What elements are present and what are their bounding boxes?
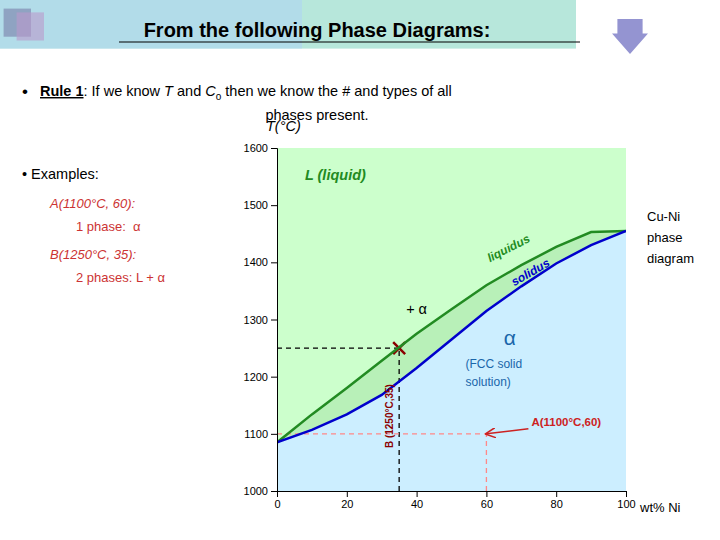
series-label: liquidus [485,231,533,265]
x-tick-mark [417,491,418,497]
y-axis-title: T(°C) [266,118,301,134]
annotation: A(1100°C, 60): [49,196,136,211]
x-tick: 0 [274,491,280,510]
point-label: B (1250°C,35) [384,384,395,448]
x-tick: 80 [551,491,563,510]
annotation: + α [406,301,427,317]
x-tick-label: 60 [481,498,493,510]
y-tick: 1300 [244,314,277,326]
y-tick-mark [271,205,277,206]
annotation: and [173,83,205,99]
title: From the following Phase Diagrams: [144,19,491,41]
y-tick-label: 1200 [244,371,268,383]
y-tick: 1100 [244,428,277,440]
x-tick-label: 80 [551,498,563,510]
annotation: B(1250°C, 35): [50,247,137,262]
annotation-line: Cu-Ni [647,209,680,224]
deco-arrow [612,19,648,54]
rule-text: Rule 1: If we know T and Co then we know… [40,83,452,102]
solid-region [277,231,626,491]
guide-line [486,434,487,491]
annotation-line: diagram [647,251,694,266]
y-tick-label: 1400 [244,256,268,268]
y-tick-label: 1000 [244,485,268,497]
y-tick-mark [271,262,277,263]
y-tick-label: 1500 [244,199,268,211]
y-tick-label: 1100 [244,428,268,440]
y-tick: 1600 [244,142,277,154]
guide-line [277,347,399,348]
x-axis-line [278,492,627,498]
x-tick-mark [347,491,348,497]
series-label: solidus [509,256,553,289]
y-axis-line [271,149,278,492]
x-tick-mark [556,491,557,497]
y-tick-mark [271,320,277,321]
annotation: 1 phase: α [76,219,141,234]
point-label: A(1100°C,60) [531,416,601,428]
annotation: 2 phases: L + α [76,270,166,285]
guide-line [398,348,399,491]
plot: B (1250°C,35) A(1100°C,60) liquidussolidus… [244,142,636,510]
x-tick-label: 20 [341,498,353,510]
x-tick: 100 [617,491,635,510]
x-tick: 40 [411,491,423,510]
y-tick-mark [271,148,277,149]
guide-line [277,433,486,434]
plot-area [277,148,626,491]
annotation-line: solution) [465,375,510,389]
annotation: : If we know [84,83,165,99]
x-tick: 20 [341,491,353,510]
x-tick: 60 [481,491,493,510]
top-bar [0,0,576,49]
x-axis-title: wt% Ni [639,500,681,515]
y-tick-mark [271,434,277,435]
series-line [277,231,626,443]
y-tick-mark [271,377,277,378]
y-tick-mark [271,491,277,492]
annotation: • [22,82,28,101]
x-axis: 0 20 40 60 80 100 [274,491,635,510]
annotation: L (liquid) [305,167,366,183]
annotation: Rule 1 [40,83,84,99]
annotation: C [205,83,216,99]
title-underline [119,41,580,42]
y-tick: 1200 [244,371,277,383]
y-tick: 1000 [244,485,277,497]
y-tick-label: 1600 [244,142,268,154]
x-tick-label: 40 [411,498,423,510]
decoration [0,0,648,54]
annotation: Cu-Ni phase diagram [647,209,694,266]
labels: B (1250°C,35) A(1100°C,60) liquidussolidus… [305,167,601,449]
y-axis: 1000 1100 1200 1300 1400 1500 1600 [244,142,278,497]
x-tick-label: 100 [617,498,635,510]
x-tick-label: 0 [274,498,280,510]
deco-square [17,12,44,40]
annotation: then we know the # and types of all [221,83,452,99]
y-tick: 1400 [244,256,277,268]
annotation: (FCC solid solution) [465,357,522,389]
annotation-line: phase [647,230,682,245]
chart: From the following Phase Diagrams: • Rule … [0,0,720,540]
series-line [277,231,626,443]
y-tick: 1500 [244,199,277,211]
x-tick-mark [626,491,627,497]
annotation: • Examples: [22,166,99,182]
y-tick-label: 1300 [244,314,268,326]
annotation: α [504,326,516,349]
point-marker [486,429,528,434]
annotation-line: (FCC solid [465,357,522,371]
x-tick-mark [486,491,487,497]
